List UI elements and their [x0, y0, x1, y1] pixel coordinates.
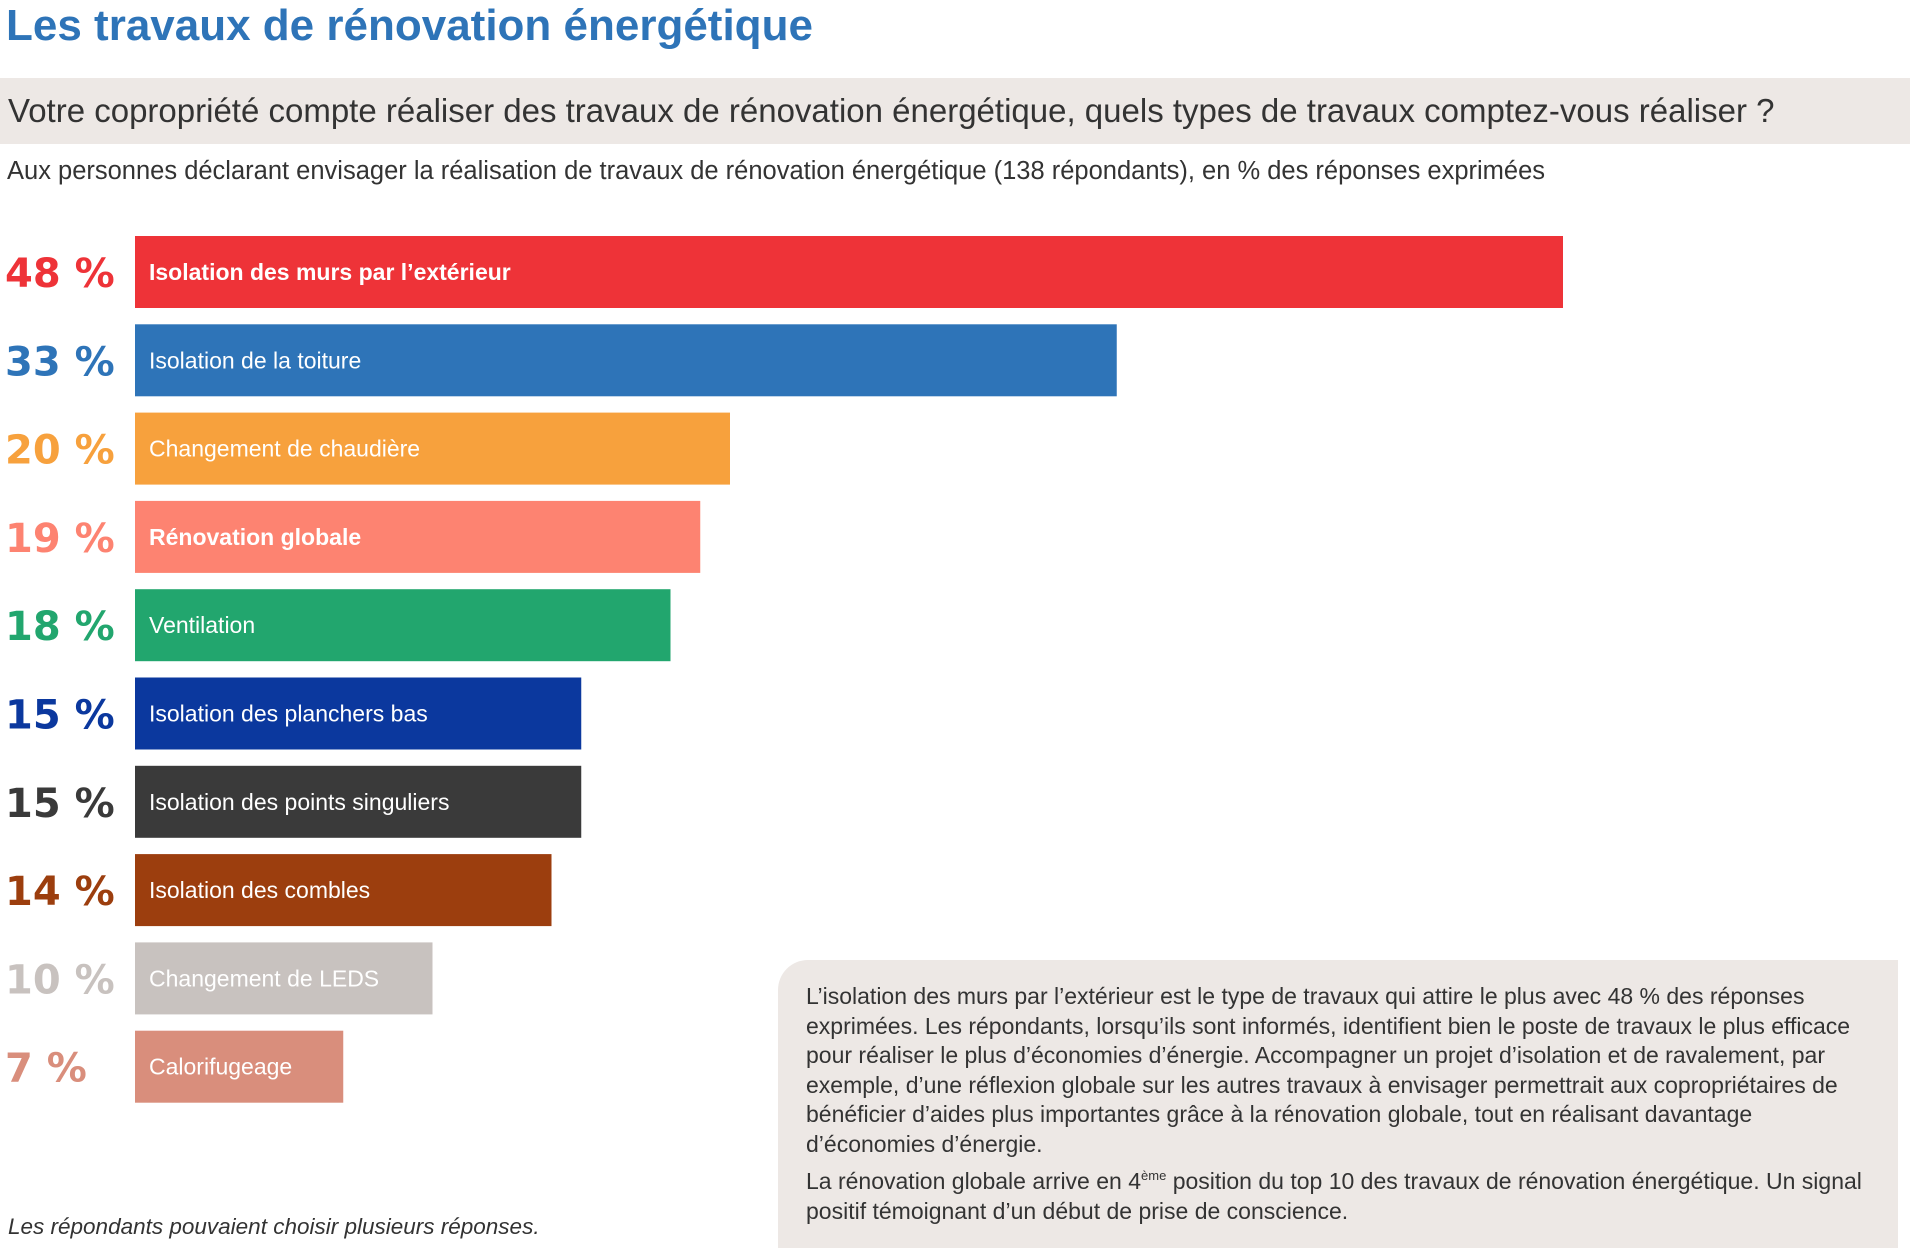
- bar-ventilation: [135, 589, 671, 662]
- value-label-isolation-de-la-toiture: 33 %: [5, 339, 115, 385]
- value-label-changement-de-chaudiere: 20 %: [5, 428, 115, 474]
- bar-label-isolation-de-la-toiture: Isolation de la toiture: [149, 347, 361, 373]
- callout-text: L’isolation des murs par l’extérieur est…: [806, 982, 1886, 1234]
- value-label-changement-de-leds: 10 %: [5, 957, 115, 1003]
- bar-label-calorifugeage: Calorifugeage: [149, 1054, 292, 1080]
- bar-calorifugeage: [135, 1030, 344, 1103]
- bar-isolation-des-planchers-bas: [135, 677, 582, 750]
- bar-label-changement-de-leds: Changement de LEDS: [149, 965, 379, 991]
- survey-question: Votre copropriété compte réaliser des tr…: [8, 92, 1775, 129]
- callout-paragraph-2: La rénovation globale arrive en 4ème pos…: [806, 1167, 1886, 1226]
- bar-isolation-des-combles: [135, 854, 552, 927]
- question-band: [0, 78, 1910, 144]
- value-label-isolation-des-murs-par-l-exterieur: 48 %: [5, 251, 115, 297]
- bar-label-isolation-des-combles: Isolation des combles: [149, 877, 370, 903]
- bar-isolation-de-la-toiture: [135, 324, 1117, 397]
- value-label-isolation-des-combles: 14 %: [5, 869, 115, 915]
- value-label-isolation-des-points-singuliers: 15 %: [5, 781, 115, 827]
- value-label-renovation-globale: 19 %: [5, 516, 115, 562]
- callout-superscript: ème: [1141, 1168, 1167, 1183]
- bar-label-ventilation: Ventilation: [149, 612, 255, 638]
- callout-paragraph-2-end: position du top 10 des travaux de rénova…: [806, 1168, 1862, 1224]
- chart-subtitle: Aux personnes déclarant envisager la réa…: [7, 157, 1546, 185]
- bar-label-isolation-des-points-singuliers: Isolation des points singuliers: [149, 789, 449, 815]
- bar-label-isolation-des-murs-par-l-exterieur: Isolation des murs par l’extérieur: [149, 259, 511, 285]
- bar-label-isolation-des-planchers-bas: Isolation des planchers bas: [149, 701, 428, 727]
- bar-renovation-globale: [135, 500, 701, 573]
- callout-box: [778, 960, 1898, 1248]
- page-title: Les travaux de rénovation énergétique: [6, 1, 813, 50]
- bar-label-renovation-globale: Rénovation globale: [149, 524, 361, 550]
- bar-isolation-des-points-singuliers: [135, 765, 582, 838]
- callout-paragraph-2-start: La rénovation globale arrive en 4: [806, 1168, 1142, 1194]
- bar-isolation-des-murs-par-l-exterieur: [135, 236, 1563, 308]
- value-label-calorifugeage: 7 %: [5, 1046, 87, 1092]
- bar-changement-de-chaudiere: [135, 412, 730, 485]
- value-label-isolation-des-planchers-bas: 15 %: [5, 693, 115, 739]
- value-label-ventilation: 18 %: [5, 604, 115, 650]
- bar-changement-de-leds: [135, 942, 433, 1015]
- footnote: Les répondants pouvaient choisir plusieu…: [8, 1214, 540, 1239]
- callout-paragraph-1: L’isolation des murs par l’extérieur est…: [806, 983, 1851, 1157]
- bar-label-changement-de-chaudiere: Changement de chaudière: [149, 436, 420, 462]
